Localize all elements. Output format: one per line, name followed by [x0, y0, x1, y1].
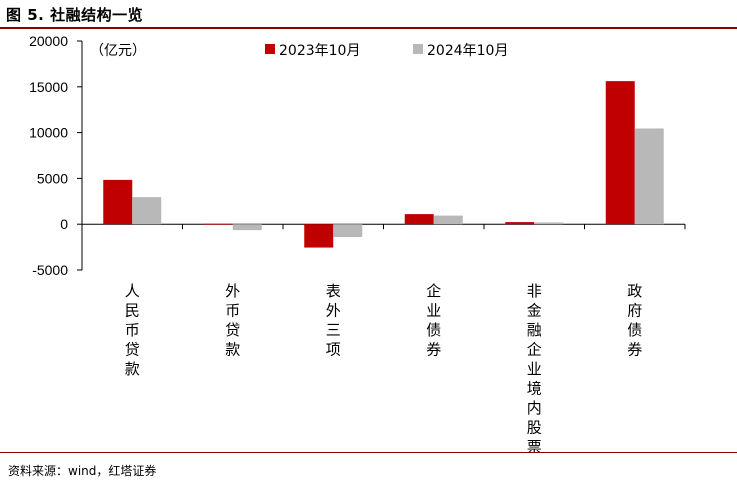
category-labels: 人民币贷款 外币贷款 表外三项 企业债券 非金融企业境内股票 政府债券: [125, 282, 643, 452]
category-label: 表外三项: [326, 282, 341, 359]
bar: [505, 222, 535, 225]
y-tick-label: 20000: [29, 33, 68, 49]
category-label: 人民币贷款: [125, 282, 140, 378]
bar-chart: -5000 0 5000 10000 15000 20000 人民币贷款 外币贷款 表外三项 企…: [29, 33, 686, 452]
bar: [103, 179, 133, 225]
y-tick-label: 5000: [37, 170, 68, 186]
legend-swatch: [413, 44, 423, 54]
figure-title: 图 5. 社融结构一览: [6, 6, 144, 24]
bar: [304, 224, 334, 248]
bar: [333, 224, 363, 238]
category-label: 非金融企业境内股票: [527, 282, 542, 452]
category-label: 企业债券: [426, 282, 441, 359]
bar: [634, 128, 664, 225]
bar: [404, 214, 434, 225]
chart-bars: [103, 81, 664, 248]
bar: [232, 224, 262, 231]
y-tick-label: -5000: [32, 262, 68, 278]
y-tick-label: 15000: [29, 79, 68, 95]
bar: [132, 197, 162, 225]
source-note: 资料来源：wind，红塔证券: [8, 464, 157, 478]
title-divider: [0, 27, 737, 29]
legend-label: 2024年10月: [427, 43, 508, 59]
bar: [203, 223, 233, 225]
bar: [605, 81, 635, 225]
y-tick-label: 0: [60, 216, 68, 232]
chart-legend: 2023年10月 2024年10月: [265, 43, 508, 59]
bar: [534, 222, 564, 225]
unit-label: （亿元）: [90, 43, 146, 59]
legend-swatch: [265, 44, 275, 54]
legend-label: 2023年10月: [279, 43, 360, 59]
category-label: 政府债券: [627, 282, 642, 359]
chart-axes: -5000 0 5000 10000 15000 20000: [29, 33, 686, 278]
category-label: 外币贷款: [225, 282, 240, 359]
bar: [433, 215, 463, 225]
footer-divider: [0, 452, 737, 453]
y-tick-label: 10000: [29, 125, 68, 141]
